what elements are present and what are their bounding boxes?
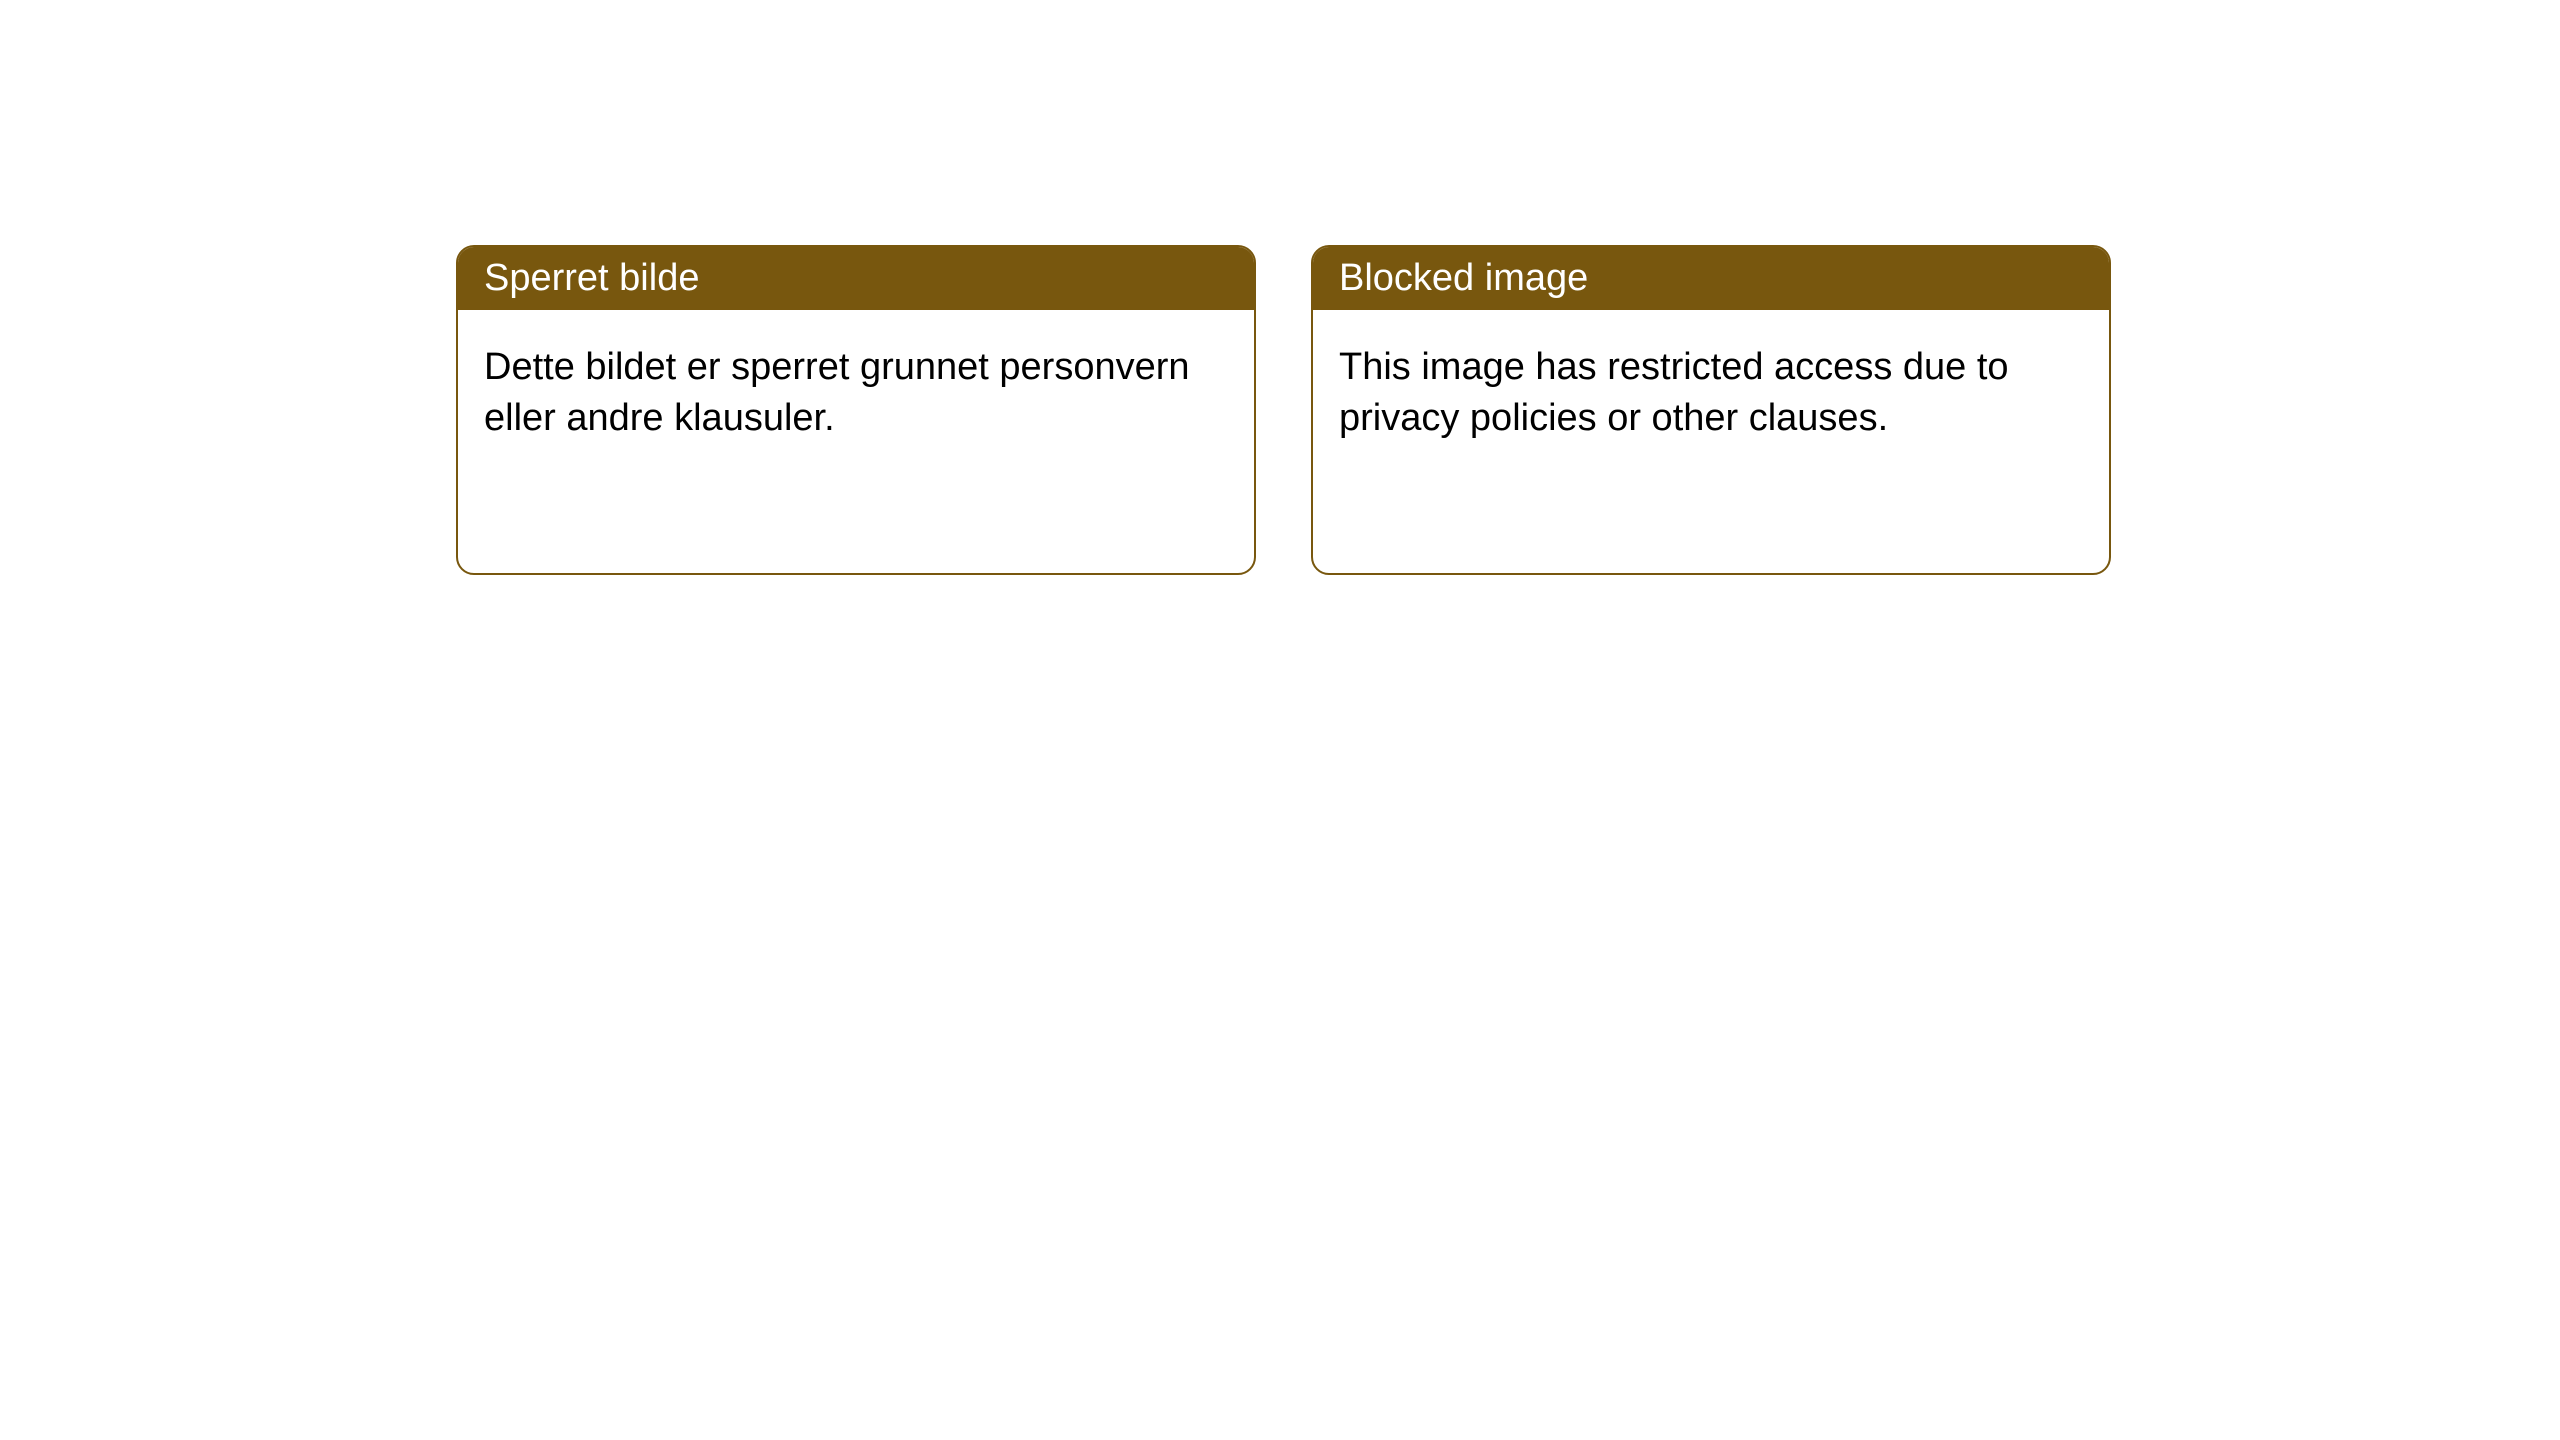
blocked-image-card-no: Sperret bilde Dette bildet er sperret gr… — [456, 245, 1256, 575]
card-header-en: Blocked image — [1313, 247, 2109, 310]
card-body-en: This image has restricted access due to … — [1313, 310, 2109, 477]
blocked-image-card-en: Blocked image This image has restricted … — [1311, 245, 2111, 575]
card-title-no: Sperret bilde — [484, 257, 699, 299]
card-header-no: Sperret bilde — [458, 247, 1254, 310]
card-body-no: Dette bildet er sperret grunnet personve… — [458, 310, 1254, 477]
card-body-text-no: Dette bildet er sperret grunnet personve… — [484, 346, 1190, 439]
card-body-text-en: This image has restricted access due to … — [1339, 346, 2009, 439]
card-title-en: Blocked image — [1339, 257, 1588, 299]
notice-container: Sperret bilde Dette bildet er sperret gr… — [0, 0, 2560, 575]
